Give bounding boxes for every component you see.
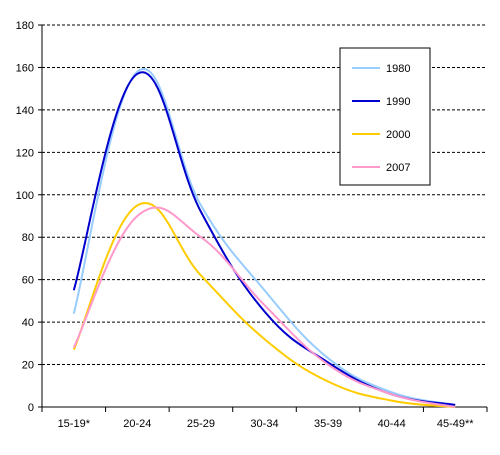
legend-box	[339, 47, 431, 186]
x-tick-label: 15-19*	[58, 418, 91, 430]
legend-label: 2000	[386, 129, 410, 141]
series-line-2007	[72, 206, 456, 408]
axes: 0 20 40 60 80 100 120 140 160 180 15-19* 20-24 25-29…	[16, 20, 488, 430]
legend-label: 1980	[386, 63, 410, 75]
y-tick-label: 160	[16, 62, 34, 74]
y-tick-label: 20	[22, 360, 34, 372]
y-tick-label: 100	[16, 190, 34, 202]
series-lines	[72, 68, 456, 408]
y-tick-label: 40	[22, 317, 34, 329]
y-tick-label: 120	[16, 147, 34, 159]
x-tick-label: 35-39	[314, 418, 342, 430]
x-tick-label: 30-34	[250, 418, 278, 430]
y-tick-label: 60	[22, 275, 34, 287]
y-tick-label: 0	[28, 402, 34, 414]
y-tick-label: 140	[16, 105, 34, 117]
y-tick-label: 80	[22, 232, 34, 244]
x-tick-label: 25-29	[187, 418, 215, 430]
legend-label: 1990	[386, 96, 410, 108]
x-tick-label: 45-49**	[437, 418, 474, 430]
legend-label: 2007	[386, 162, 410, 174]
series-line-1980	[72, 68, 456, 406]
x-tick-label: 20-24	[123, 418, 151, 430]
series-line-2000	[72, 202, 456, 408]
legend: 1980 1990 2000 2007	[339, 47, 431, 186]
x-tick-label: 40-44	[378, 418, 406, 430]
y-tick-label: 180	[16, 20, 34, 32]
